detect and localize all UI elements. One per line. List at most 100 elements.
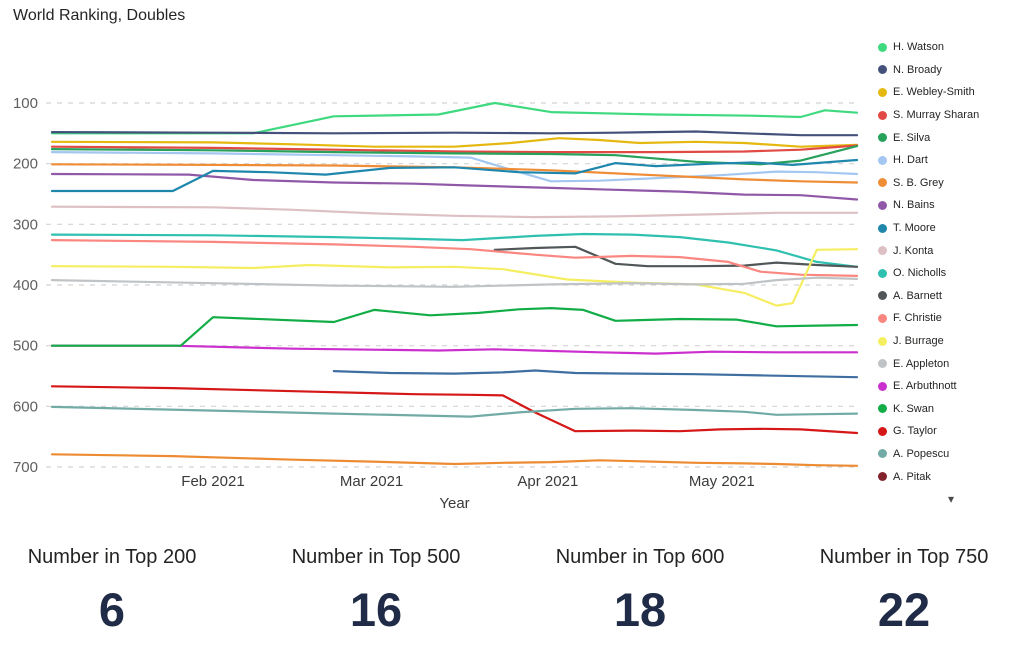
chart-title: World Ranking, Doubles: [13, 7, 186, 24]
ranking-line-chart: 100 200 300 400 500 600 700 Feb 2021 Mar 2021 Apr…: [13, 95, 860, 490]
legend-dot-icon: [878, 313, 887, 323]
x-tick-label-mar-2021: Mar 2021: [340, 473, 403, 490]
legend-item-label: E. Webley-Smith: [893, 86, 975, 99]
legend-item-j-burrage[interactable]: J. Burrage: [878, 330, 1024, 353]
kpi-value: 18: [613, 583, 667, 636]
legend-dot-icon: [878, 381, 887, 391]
series-line-e-silva: [50, 145, 859, 166]
y-tick-label-500: 500: [13, 338, 38, 355]
legend-item-h-watson[interactable]: H. Watson: [878, 36, 1024, 59]
legend-dot-icon: [878, 336, 887, 346]
legend-item-t-moore[interactable]: T. Moore: [878, 217, 1024, 240]
x-tick-label-apr-2021: Apr 2021: [517, 473, 578, 490]
series-line-a-popescu: [50, 405, 859, 418]
legend-item-n-bains[interactable]: N. Bains: [878, 194, 1024, 217]
legend-item-label: E. Arbuthnott: [893, 380, 957, 393]
legend-dot-icon: [878, 472, 887, 482]
legend-item-label: N. Broady: [893, 63, 942, 76]
series-line-h-watson: [50, 101, 859, 135]
series-line-a-barnett: [493, 245, 859, 268]
series-line-n-broady: [50, 130, 859, 137]
legend-item-o-nicholls[interactable]: O. Nicholls: [878, 262, 1024, 285]
legend-item-label: A. Barnett: [893, 289, 942, 302]
y-tick-label-100: 100: [13, 95, 38, 112]
series-line-unlabeled-21: [332, 369, 859, 379]
y-tick-label-600: 600: [13, 398, 38, 415]
y-tick-label-300: 300: [13, 216, 38, 233]
legend-item-label: F. Christie: [893, 312, 942, 325]
series-line-j-konta: [50, 205, 859, 219]
legend-dot-icon: [878, 200, 887, 210]
legend-item-label: N. Bains: [893, 199, 935, 212]
legend-item-label: G. Taylor: [893, 425, 937, 438]
y-tick-label-700: 700: [13, 459, 38, 476]
legend-item-k-swan[interactable]: K. Swan: [878, 398, 1024, 421]
kpi-card-top-200: Number in Top 200 6: [0, 546, 242, 637]
legend-dot-icon: [878, 449, 887, 459]
kpi-label: Number in Top 500: [291, 546, 461, 568]
kpi-card-top-750: Number in Top 750 22: [774, 546, 1024, 637]
y-tick-label-400: 400: [13, 277, 38, 294]
series-line-unlabeled-22: [50, 453, 859, 467]
legend-item-label: S. Murray Sharan: [893, 109, 980, 122]
legend-item-label: T. Moore: [893, 222, 936, 235]
series-line-e-webley-smith: [50, 137, 859, 148]
legend-item-e-appleton[interactable]: E. Appleton: [878, 352, 1024, 375]
x-tick-label-may-2021: May 2021: [689, 473, 755, 490]
legend-item-label: E. Silva: [893, 131, 931, 144]
series-line-s-murray-sharan: [50, 144, 859, 154]
legend-item-a-popescu[interactable]: A. Popescu: [878, 443, 1024, 466]
legend-item-n-broady[interactable]: N. Broady: [878, 59, 1024, 82]
legend-item-label: S. B. Grey: [893, 176, 944, 189]
legend-item-a-barnett[interactable]: A. Barnett: [878, 285, 1024, 308]
legend-dot-icon: [878, 65, 887, 75]
legend-item-label: E. Appleton: [893, 357, 950, 370]
legend-dot-icon: [878, 291, 887, 301]
legend-item-f-christie[interactable]: F. Christie: [878, 307, 1024, 330]
legend-item-label: K. Swan: [893, 402, 934, 415]
legend-item-e-silva[interactable]: E. Silva: [878, 126, 1024, 149]
legend-item-label: H. Watson: [893, 41, 944, 54]
series-line-h-dart: [50, 151, 859, 183]
x-tick-label-feb-2021: Feb 2021: [181, 473, 244, 490]
kpi-label: Number in Top 200: [27, 546, 197, 568]
kpi-card-top-600: Number in Top 600 18: [510, 546, 770, 637]
legend-item-j-konta[interactable]: J. Konta: [878, 239, 1024, 262]
legend-item-label: O. Nicholls: [893, 267, 947, 280]
legend-item-s-b-grey[interactable]: S. B. Grey: [878, 172, 1024, 195]
series-line-o-nicholls: [50, 232, 859, 268]
legend-dot-icon: [878, 246, 887, 256]
kpi-value: 22: [877, 583, 931, 636]
legend-item-e-webley-smith[interactable]: E. Webley-Smith: [878, 81, 1024, 104]
series-line-e-arbuthnott: [50, 344, 859, 355]
legend-item-label: A. Popescu: [893, 447, 950, 460]
legend-dot-icon: [878, 404, 887, 414]
series-line-n-bains: [50, 172, 859, 201]
legend-dot-icon: [878, 87, 887, 97]
legend-item-label: J. Konta: [893, 244, 934, 257]
legend-dot-icon: [878, 359, 887, 369]
legend-scroll-down-icon[interactable]: ▾: [947, 492, 955, 506]
legend-item-label: J. Burrage: [893, 335, 944, 348]
legend-item-h-dart[interactable]: H. Dart: [878, 149, 1024, 172]
kpi-label: Number in Top 600: [555, 546, 725, 568]
legend-item-g-taylor[interactable]: G. Taylor: [878, 420, 1024, 443]
legend-item-e-arbuthnott[interactable]: E. Arbuthnott: [878, 375, 1024, 398]
legend-dot-icon: [878, 155, 887, 165]
kpi-value: 6: [98, 583, 126, 636]
legend-dot-icon: [878, 110, 887, 120]
kpi-card-top-500: Number in Top 500 16: [246, 546, 506, 637]
legend-dot-icon: [878, 42, 887, 52]
legend-item-a-pitak[interactable]: A. Pitak: [878, 465, 1024, 488]
series-line-k-swan: [50, 307, 859, 347]
series-line-g-taylor: [50, 385, 859, 435]
series-line-t-moore: [50, 158, 859, 193]
legend-dot-icon: [878, 268, 887, 278]
legend-item-s-murray-sharan[interactable]: S. Murray Sharan: [878, 104, 1024, 127]
legend-item-label: A. Pitak: [893, 470, 931, 483]
y-tick-label-200: 200: [13, 156, 38, 173]
legend: H. Watson N. Broady E. Webley-Smith S. Murr…: [878, 36, 1024, 488]
kpi-label: Number in Top 750: [819, 546, 989, 568]
series-line-f-christie: [50, 239, 859, 277]
x-axis-title: Year: [439, 495, 470, 512]
